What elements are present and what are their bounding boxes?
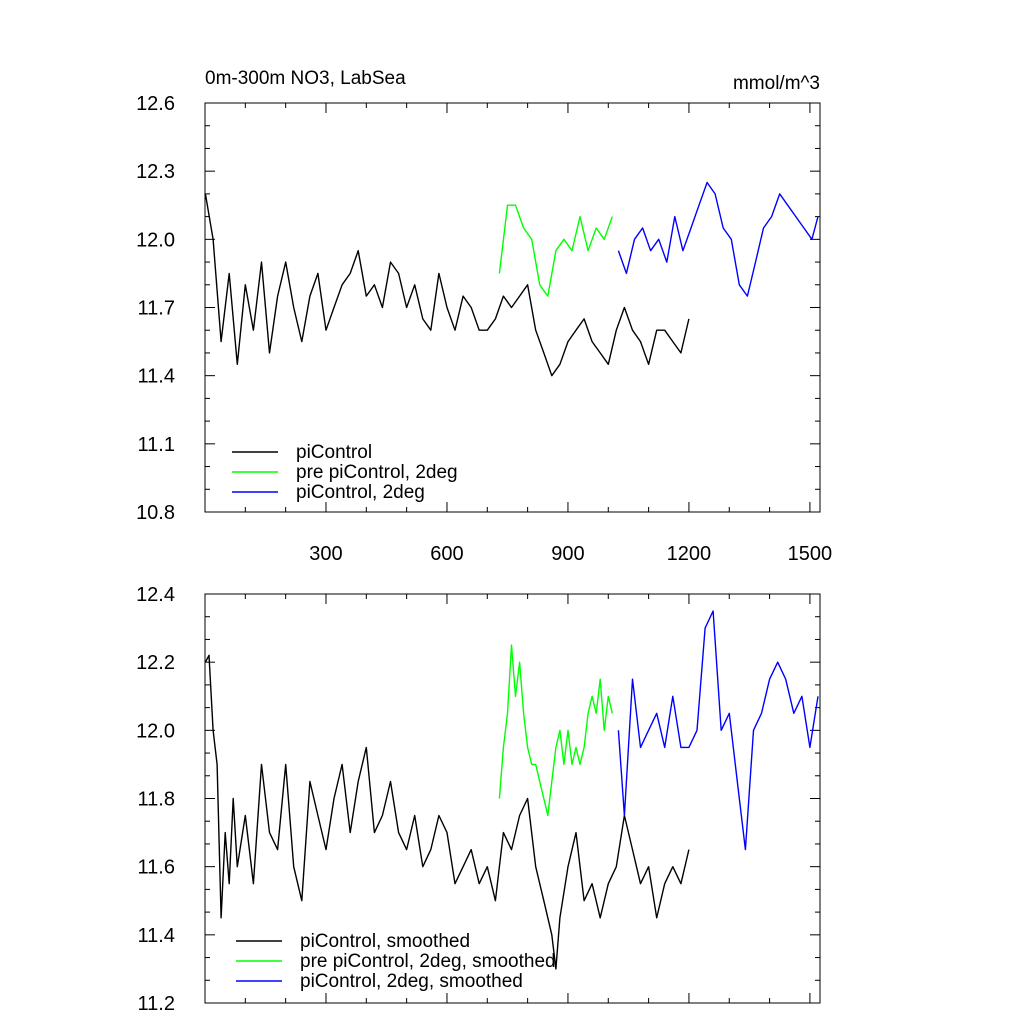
legend-label-1: pre piControl, 2deg, smoothed [300,951,556,972]
series-line-2 [617,181,819,297]
x-tick-label: 300 [309,543,342,565]
legend-label-0: piControl, smoothed [300,931,470,952]
x-tick-label: 900 [551,543,584,565]
x-tick-label: 1500 [788,543,833,565]
y-tick-label: 12.0 [136,720,175,742]
top-panel: 300 600 900 1200 1500 10.8 11.1 11.4 11.7 12.0 12.… [136,68,832,565]
series-line-0 [204,193,690,377]
legend-label-2: piControl, 2deg, smoothed [300,971,523,992]
y-tick-label: 11.8 [138,789,175,811]
y-tick-label: 12.2 [136,652,175,674]
legend-label-0: piControl [296,442,372,463]
chart-units: mmol/m^3 [733,73,820,94]
y-tick-label: 12.6 [136,93,175,115]
series-line-2 [617,610,819,851]
y-tick-label: 11.6 [138,857,175,879]
y-tick-label: 12.3 [136,161,175,183]
series-line-1 [498,644,613,817]
y-tick-label: 11.2 [138,993,175,1015]
bottom-panel: 11.2 11.4 11.6 11.8 12.0 12.2 12.4 piControl, s… [136,584,821,1015]
y-tick-label: 11.4 [138,366,175,388]
legend-label-2: piControl, 2deg [296,482,425,503]
y-tick-label: 12.0 [136,229,175,251]
series-line-1 [498,204,613,297]
y-tick-label: 11.7 [138,298,175,320]
chart-title: 0m-300m NO3, LabSea [205,68,406,89]
legend-label-1: pre piControl, 2deg [296,462,458,483]
y-tick-label: 11.4 [138,925,175,947]
y-tick-label: 10.8 [136,502,175,524]
x-tick-label: 600 [430,543,463,565]
series-line-0 [204,654,690,970]
y-tick-label: 11.1 [138,434,175,456]
x-tick-label: 1200 [667,543,712,565]
y-tick-label: 12.4 [136,584,175,606]
